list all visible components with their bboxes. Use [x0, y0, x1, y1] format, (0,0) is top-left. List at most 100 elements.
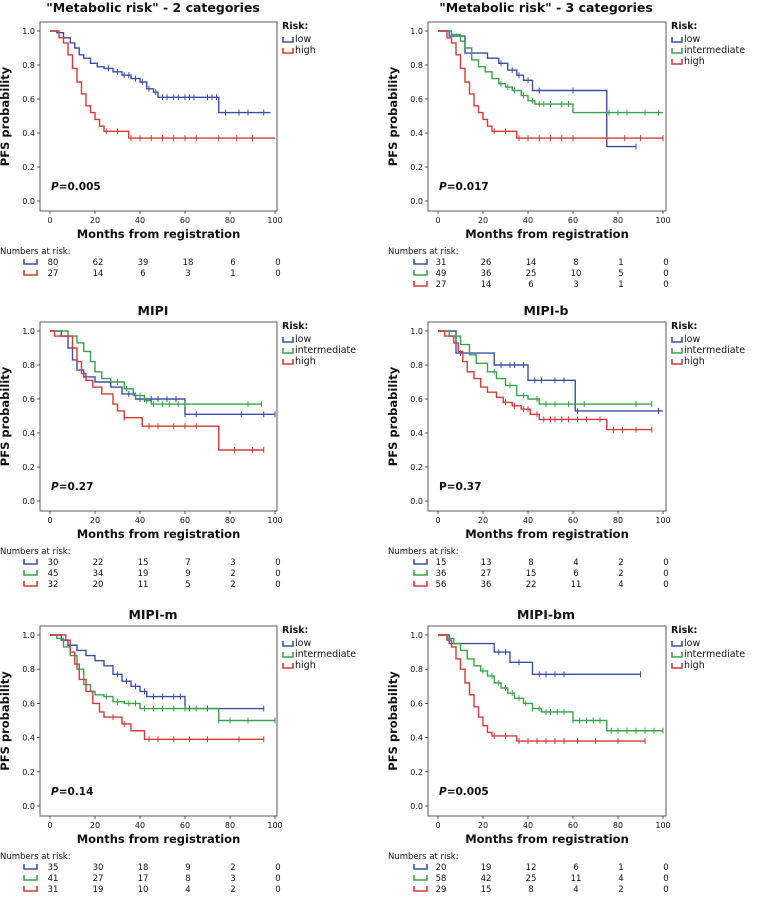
x-tick-label: 80: [613, 216, 623, 225]
series-line-high: [50, 330, 264, 451]
legend-label-intermediate: intermediate: [295, 345, 356, 356]
y-tick-label: 0.8: [410, 665, 423, 674]
at-risk-count: 0: [663, 269, 668, 279]
at-risk-count: 0: [663, 258, 668, 268]
series-line-high: [438, 30, 663, 139]
at-risk-count: 0: [663, 874, 668, 884]
x-tick-label: 100: [655, 216, 670, 225]
legend-swatch-high: [671, 663, 683, 669]
legend-label-intermediate: intermediate: [295, 649, 356, 660]
series-line-intermediate: [438, 330, 652, 405]
chart-title: MIPI-bm: [517, 607, 575, 622]
y-tick-label: 1.0: [410, 631, 423, 640]
at-risk-count: 27: [481, 569, 492, 579]
at-risk-count: 8: [528, 885, 533, 895]
at-risk-count: 0: [275, 558, 280, 568]
p-value: P=0.017: [439, 181, 489, 193]
at-risk-count: 19: [138, 569, 149, 579]
y-axis-label: PFS probability: [386, 66, 400, 166]
legend-title: Risk:: [671, 625, 697, 636]
x-tick-label: 20: [478, 516, 488, 525]
at-risk-count: 3: [573, 280, 578, 290]
legend-label-high: high: [684, 356, 705, 367]
x-tick-label: 60: [180, 821, 190, 830]
legend-label-low: low: [684, 34, 700, 45]
at-risk-count: 56: [436, 580, 447, 590]
chart-title: "Metabolic risk" - 3 categories: [439, 0, 653, 15]
risk-swatch-intermediate: [23, 875, 38, 881]
series-line-high: [438, 634, 645, 742]
at-risk-count: 20: [436, 863, 447, 873]
x-tick-label: 80: [613, 516, 623, 525]
y-axis-label: PFS probability: [386, 366, 400, 466]
series-line-low: [438, 30, 636, 148]
at-risk-count: 62: [93, 258, 104, 268]
p-value-symbol: P: [51, 786, 59, 798]
legend-label-low: low: [295, 638, 311, 649]
y-tick-label: 0.4: [22, 734, 35, 743]
x-tick-label: 20: [90, 216, 100, 225]
legend-title: Risk:: [671, 21, 697, 32]
chart-title: MIPI-m: [128, 607, 177, 622]
legend-swatch-high: [671, 359, 683, 365]
p-value-number: =0.017: [447, 181, 489, 193]
x-tick-label: 100: [267, 821, 282, 830]
at-risk-count: 26: [481, 258, 492, 268]
legend-swatch-intermediate: [282, 652, 294, 658]
legend-label-low: low: [684, 334, 700, 345]
legend-swatch-intermediate: [282, 348, 294, 354]
y-tick-label: 1.0: [410, 27, 423, 36]
at-risk-count: 2: [230, 863, 235, 873]
legend-title: Risk:: [282, 321, 308, 332]
chart-title: MIPI-b: [523, 303, 568, 318]
at-risk-count: 58: [436, 874, 447, 884]
legend-swatch-low: [282, 37, 294, 43]
series-line-low: [438, 634, 641, 676]
y-tick-label: 0.6: [410, 95, 423, 104]
risk-swatch-intermediate: [23, 570, 38, 576]
legend-label-intermediate: intermediate: [684, 345, 745, 356]
x-tick-label: 40: [523, 216, 533, 225]
risk-swatch-intermediate: [413, 270, 428, 276]
x-tick-label: 20: [90, 516, 100, 525]
y-tick-label: 0.0: [410, 197, 423, 206]
risk-swatch-low: [23, 864, 38, 870]
at-risk-count: 13: [481, 558, 492, 568]
risk-swatch-high: [413, 581, 428, 587]
x-tick-label: 80: [225, 516, 235, 525]
legend-swatch-low: [671, 641, 683, 647]
at-risk-count: 15: [138, 558, 149, 568]
legend-label-low: low: [295, 334, 311, 345]
at-risk-count: 0: [663, 280, 668, 290]
series-line-intermediate: [438, 30, 663, 114]
risk-swatch-intermediate: [413, 570, 428, 576]
x-tick-label: 0: [47, 516, 52, 525]
at-risk-count: 10: [571, 269, 582, 279]
legend-swatch-low: [282, 641, 294, 647]
at-risk-count: 32: [48, 580, 59, 590]
at-risk-count: 0: [663, 863, 668, 873]
legend-label-low: low: [295, 34, 311, 45]
p-value: P=0.37: [439, 481, 481, 493]
y-axis-label: PFS probability: [0, 66, 12, 166]
at-risk-count: 1: [618, 863, 623, 873]
risk-swatch-low: [413, 559, 428, 565]
at-risk-count: 8: [528, 558, 533, 568]
x-tick-label: 100: [655, 516, 670, 525]
y-tick-label: 1.0: [410, 327, 423, 336]
at-risk-count: 18: [183, 258, 194, 268]
x-axis-label: Months from registration: [77, 832, 241, 846]
at-risk-count: 10: [138, 885, 149, 895]
x-tick-label: 60: [568, 216, 578, 225]
y-tick-label: 0.8: [410, 61, 423, 70]
at-risk-count: 27: [93, 874, 104, 884]
x-axis-label: Months from registration: [465, 832, 629, 846]
at-risk-count: 30: [48, 558, 59, 568]
legend-label-high: high: [295, 45, 316, 56]
at-risk-count: 29: [436, 885, 447, 895]
x-tick-label: 40: [135, 516, 145, 525]
km-panel-4: MIPI-b0.00.20.40.60.81.00 20 40 60 80 100Mont…: [386, 303, 745, 590]
y-tick-label: 0.0: [22, 802, 35, 811]
y-tick-label: 0.2: [22, 768, 35, 777]
legend-swatch-high: [282, 48, 294, 54]
